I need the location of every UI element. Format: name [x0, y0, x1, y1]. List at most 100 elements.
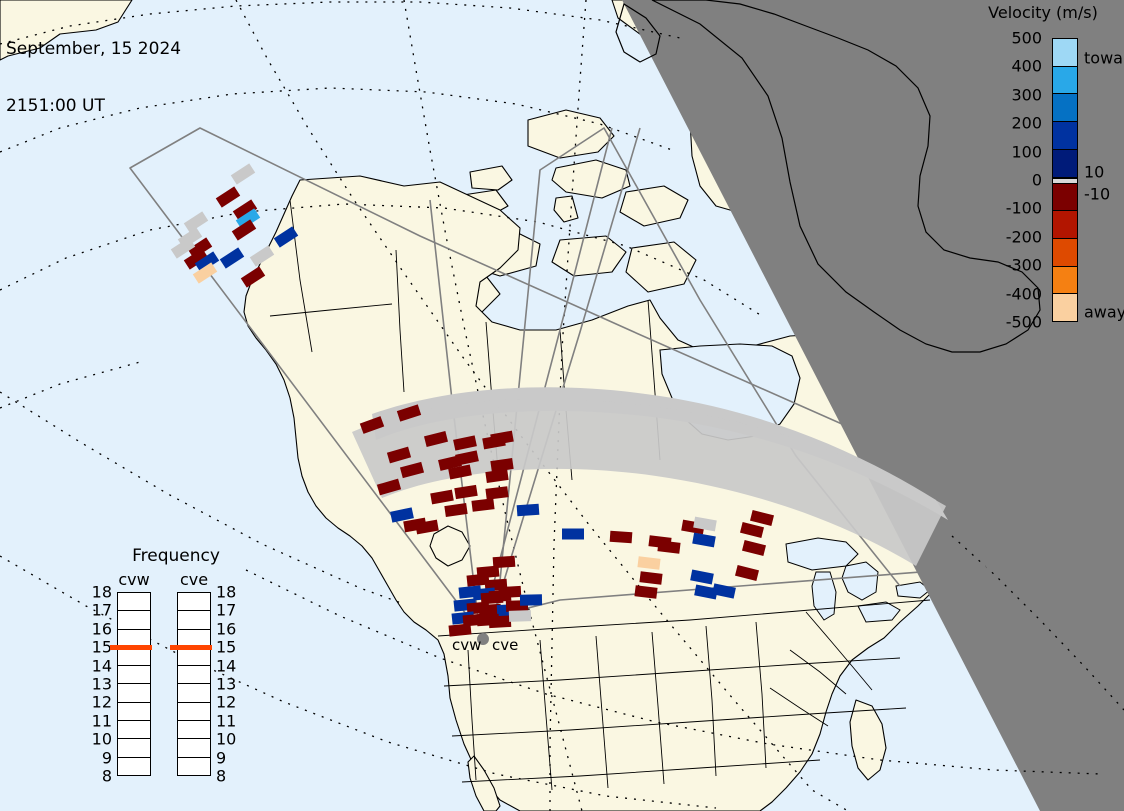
- frequency-tick-cve-17: 17: [216, 600, 237, 620]
- frequency-tick-cve-10: 10: [216, 729, 237, 749]
- lake-ontario: [895, 581, 931, 599]
- velocity-cell: [741, 540, 767, 556]
- frequency-column-header-cve: cve: [179, 570, 209, 589]
- arctic-island-2: [551, 159, 631, 199]
- frequency-tick-cve-16: 16: [216, 619, 237, 639]
- arctic-island-10: [619, 185, 689, 227]
- velocity-cell: [471, 498, 495, 512]
- map-station-label-cve: cve: [492, 636, 519, 654]
- frequency-marker-cve: [170, 645, 212, 651]
- lake-superior: [785, 537, 859, 571]
- velocity-tick--500: -500: [1005, 312, 1042, 332]
- ground-scatter-cell: [230, 163, 256, 185]
- velocity-cell: [639, 571, 663, 585]
- alaska-landmass: [0, 0, 133, 61]
- graticule-lat-4: [0, 361, 141, 409]
- baja-peninsula: [467, 755, 501, 811]
- velocity-tick-200: 200: [1011, 113, 1042, 133]
- frequency-cell: [178, 721, 210, 740]
- night-region-coastlines: [615, 0, 1041, 353]
- velocity-cell: [694, 584, 718, 600]
- velocity-tick-300: 300: [1011, 85, 1042, 105]
- frequency-tick-cvw-18: 18: [91, 582, 112, 602]
- velocity-cell: [423, 431, 449, 447]
- frequency-tick-cvw-12: 12: [91, 692, 112, 712]
- velocity-tick--300: -300: [1005, 255, 1042, 275]
- velocity-cell: [454, 484, 478, 500]
- radar-cell-group: [170, 163, 948, 637]
- velocity-cell: [609, 530, 633, 544]
- frequency-marker-cvw: [110, 645, 152, 651]
- radar-station-dot: [477, 633, 489, 645]
- velocity-cell: [657, 540, 681, 554]
- velocity-cell: [183, 248, 209, 270]
- frequency-tick-cvw-17: 17: [91, 600, 112, 620]
- frequency-cell: [178, 648, 210, 667]
- arctic-island-3: [469, 165, 513, 191]
- frequency-column-header-cvw: cvw: [118, 570, 150, 589]
- velocity-cell: [485, 469, 509, 483]
- velocity-cell: [396, 404, 422, 422]
- velocity-band-4: [1053, 149, 1077, 178]
- frequency-tick-cvw-10: 10: [91, 729, 112, 749]
- velocity-tick-0: 0: [1031, 170, 1042, 190]
- frequency-tick-cvw-14: 14: [91, 656, 112, 676]
- lake-huron: [841, 561, 879, 601]
- frequency-tick-cve-18: 18: [216, 582, 237, 602]
- velocity-band-7: [1053, 211, 1077, 239]
- frequency-legend-panel: Frequency cvw 18 17 16 15 14 13 12 11 10 9 8 cve 18 1…: [92, 546, 256, 786]
- graticule-lat-6: [0, 555, 717, 809]
- frequency-tick-cvw-16: 16: [91, 619, 112, 639]
- ground-scatter-cell: [183, 211, 209, 233]
- velocity-band-2: [1053, 94, 1077, 123]
- velocity-cell: [399, 461, 425, 479]
- frequency-tick-cve-13: 13: [216, 674, 237, 694]
- velocity-cell: [359, 416, 385, 434]
- lake-erie: [857, 601, 901, 623]
- velocity-legend-panel: Velocity (m/s): [962, 0, 1124, 340]
- velocity-cell: [692, 532, 716, 548]
- velocity-tick-100: 100: [1011, 142, 1042, 162]
- velocity-cell: [415, 519, 439, 535]
- velocity-band-6: [1053, 183, 1077, 212]
- velocity-cell: [490, 458, 514, 472]
- frequency-cell: [178, 703, 210, 722]
- frequency-tick-cvw-11: 11: [91, 711, 112, 731]
- velocity-tick--400: -400: [1005, 284, 1042, 304]
- velocity-cell: [273, 226, 299, 248]
- velocity-cell: [430, 489, 454, 505]
- frequency-cell: [118, 703, 150, 722]
- frequency-cell: [118, 739, 150, 758]
- night-terminator-region: [622, 0, 1124, 811]
- velocity-cell: [187, 237, 213, 259]
- velocity-cell: [455, 450, 479, 466]
- velocity-band-10: [1053, 294, 1077, 322]
- frequency-legend-title: Frequency: [132, 546, 220, 566]
- arctic-island-8: [551, 235, 627, 277]
- velocity-cell: [448, 623, 472, 637]
- graticule-lon-2: [403, 0, 583, 811]
- frequency-cell: [118, 721, 150, 740]
- velocity-band-5: [1053, 177, 1077, 184]
- velocity-cell: [490, 430, 514, 446]
- velocity-band-9: [1053, 266, 1077, 295]
- frequency-scale-cve: [177, 592, 211, 776]
- frequency-cell: [118, 758, 150, 775]
- ground-scatter-cell: [475, 399, 499, 415]
- ground-scatter-cell: [434, 397, 460, 415]
- frequency-tick-cvw-8: 8: [101, 766, 112, 786]
- frequency-tick-cvw-9: 9: [101, 748, 112, 768]
- velocity-colorbar: [1052, 38, 1078, 322]
- fov-polygon-west: [129, 127, 1027, 623]
- velocity-side-labels: toward 10-10 away: [1084, 28, 1124, 338]
- velocity-tick-labels: 500 400 300 200 100 0 -100 -200 -300 -400 -500: [980, 28, 1046, 338]
- velocity-cell: [390, 507, 414, 523]
- frequency-cell: [118, 684, 150, 703]
- frequency-tick-cve-14: 14: [216, 656, 237, 676]
- velocity-cell: [219, 247, 245, 269]
- velocity-cell: [215, 186, 241, 208]
- graticule-lat-1: [0, 1, 681, 45]
- velocity-cell: [492, 555, 516, 569]
